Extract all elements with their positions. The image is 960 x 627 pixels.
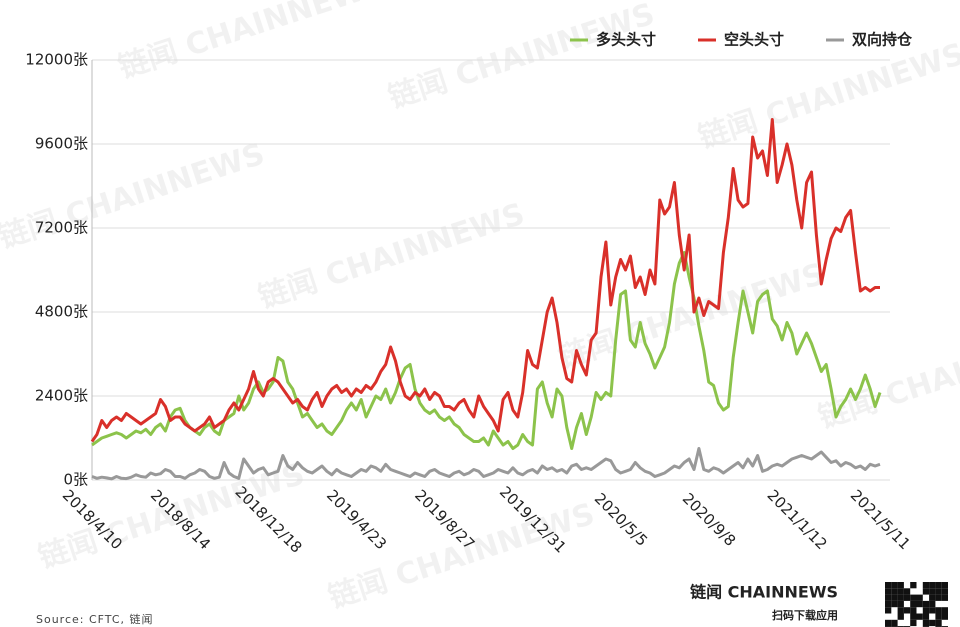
qr-cell xyxy=(929,582,936,589)
y-tick-label: 2400张 xyxy=(35,387,88,405)
qr-cell xyxy=(916,600,923,608)
qr-cell xyxy=(935,607,942,614)
qr-cell xyxy=(941,582,948,589)
qr-cell xyxy=(929,600,936,608)
watermark: 链闻 CHAINNEWS xyxy=(384,0,659,116)
qr-cell xyxy=(922,607,930,614)
qr-cell xyxy=(910,613,917,620)
qr-cell xyxy=(910,600,917,608)
qr-cell xyxy=(885,607,892,614)
qr-cell xyxy=(922,613,930,620)
qr-cell xyxy=(922,582,930,589)
legend-label: 多头头寸 xyxy=(596,31,656,49)
x-tick-label: 2021/1/12 xyxy=(764,486,831,553)
qr-cell xyxy=(935,619,942,627)
y-tick-label: 7200张 xyxy=(35,219,88,237)
qr-cell xyxy=(935,582,942,589)
qr-cell xyxy=(935,588,942,595)
qr-code xyxy=(885,582,948,627)
qr-cell xyxy=(891,588,898,595)
source: Source: CFTC, 链闻 xyxy=(36,612,154,626)
qr-cell xyxy=(903,594,911,601)
series-line xyxy=(90,118,880,443)
x-tick-label: 2020/9/8 xyxy=(679,489,739,549)
watermark: 链闻 CHAINNEWS xyxy=(114,0,389,86)
qr-cell xyxy=(941,594,948,601)
brand-sub: 扫码下载应用 xyxy=(772,608,838,622)
qr-cell xyxy=(916,594,923,601)
qr-cell xyxy=(891,594,898,601)
qr-cell xyxy=(891,582,898,589)
qr-cell xyxy=(897,594,904,601)
qr-cell xyxy=(922,600,930,608)
qr-cell xyxy=(910,607,917,614)
watermark: 链闻 CHAINNEWS xyxy=(254,197,529,316)
qr-cell xyxy=(897,588,904,595)
y-tick-label: 12000张 xyxy=(25,51,88,69)
qr-cell xyxy=(891,600,898,608)
qr-cell xyxy=(910,582,917,589)
qr-cell xyxy=(885,594,892,601)
qr-cell xyxy=(897,600,904,608)
legend-label: 空头头寸 xyxy=(724,31,784,49)
qr-cell xyxy=(891,619,898,627)
qr-cell xyxy=(935,594,942,601)
qr-cell xyxy=(903,607,911,614)
qr-cell xyxy=(897,607,904,614)
qr-cell xyxy=(885,588,892,595)
watermark: 链闻 CHAINNEWS xyxy=(0,137,269,256)
qr-cell xyxy=(941,607,948,614)
qr-cell xyxy=(929,594,936,601)
qr-cell xyxy=(885,600,892,608)
qr-cell xyxy=(941,588,948,595)
qr-cell xyxy=(929,619,936,627)
qr-cell xyxy=(897,582,904,589)
x-tick-label: 2019/4/23 xyxy=(323,486,390,553)
series-line xyxy=(91,447,881,481)
qr-cell xyxy=(885,582,892,589)
qr-cell xyxy=(903,588,911,595)
qr-cell xyxy=(910,619,917,627)
qr-cell xyxy=(910,594,917,601)
qr-cell xyxy=(922,588,930,595)
qr-cell xyxy=(885,619,892,627)
qr-cell xyxy=(922,619,930,627)
qr-cell xyxy=(935,613,942,620)
y-tick-label: 9600张 xyxy=(35,135,88,153)
qr-cell xyxy=(929,588,936,595)
qr-cell xyxy=(897,613,904,620)
qr-cell xyxy=(941,613,948,620)
x-tick-label: 2021/5/11 xyxy=(847,486,914,553)
qr-cell xyxy=(929,607,936,614)
x-tick-label: 2020/5/5 xyxy=(591,489,651,549)
qr-cell xyxy=(916,613,923,620)
legend-label: 双向持仓 xyxy=(852,31,913,49)
watermark: 链闻 CHAINNEWS xyxy=(694,37,960,156)
y-tick-label: 0张 xyxy=(63,471,88,489)
brand: 链闻 CHAINNEWS xyxy=(690,583,838,602)
y-tick-label: 4800张 xyxy=(35,303,88,321)
